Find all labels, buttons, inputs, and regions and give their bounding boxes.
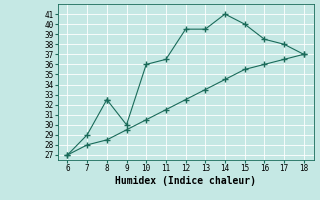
X-axis label: Humidex (Indice chaleur): Humidex (Indice chaleur): [115, 176, 256, 186]
